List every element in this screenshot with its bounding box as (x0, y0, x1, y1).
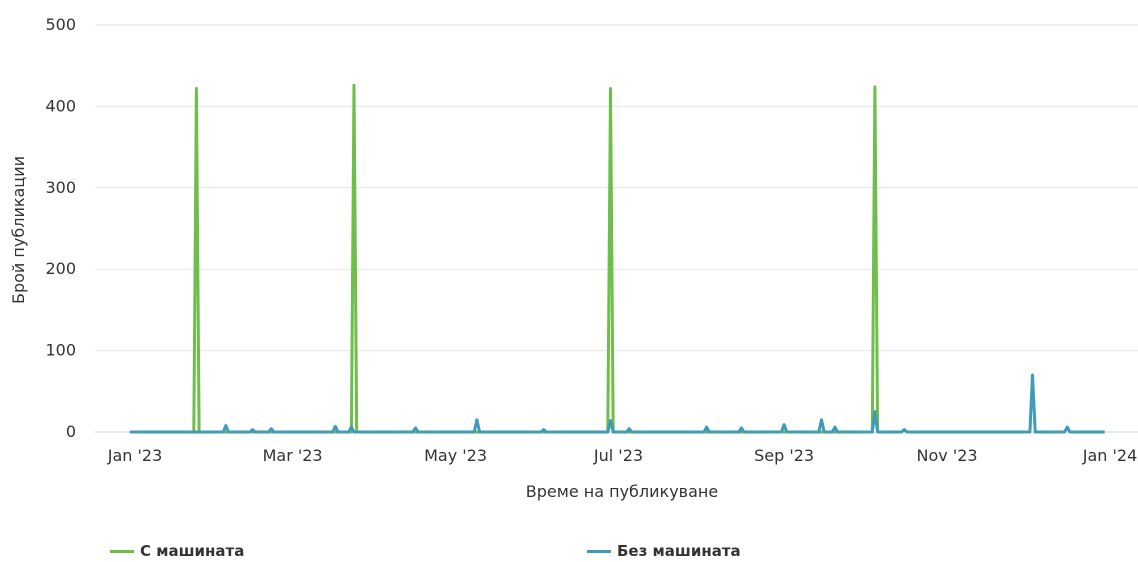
x-tick-label: Sep '23 (754, 446, 814, 465)
legend-label-with-machine: С машината (140, 542, 245, 560)
legend-label-without-machine: Без машината (617, 542, 741, 560)
legend-item-without-machine[interactable]: Без машината (587, 542, 741, 560)
x-axis-ticks: Jan '23 Mar '23 May '23 Jul '23 Sep '23 Nov '… (107, 446, 1138, 465)
y-axis-title: Брой публикации (9, 156, 28, 304)
y-tick-label: 300 (45, 178, 76, 197)
legend-swatch-with-machine (110, 549, 134, 553)
y-tick-label: 200 (45, 259, 76, 278)
x-tick-label: May '23 (424, 446, 487, 465)
legend-swatch-without-machine (587, 549, 611, 553)
series-lines (129, 83, 1105, 434)
x-tick-label: Jul '23 (593, 446, 643, 465)
y-axis-ticks: 0 100 200 300 400 500 (45, 15, 76, 441)
series-line (192, 83, 880, 434)
series-line (129, 373, 1105, 434)
grid-lines (95, 24, 1138, 433)
y-tick-label: 500 (45, 15, 76, 34)
y-tick-label: 100 (45, 341, 76, 360)
x-tick-label: Jan '23 (107, 446, 163, 465)
x-tick-label: Jan '24 (1082, 446, 1138, 465)
y-tick-label: 0 (66, 422, 76, 441)
x-tick-label: Nov '23 (917, 446, 978, 465)
y-tick-label: 400 (45, 96, 76, 115)
legend-item-with-machine[interactable]: С машината (110, 542, 244, 560)
legend: С машината Без машината (0, 542, 1138, 562)
x-tick-label: Mar '23 (263, 446, 323, 465)
x-axis-title: Време на публикуване (526, 482, 718, 501)
